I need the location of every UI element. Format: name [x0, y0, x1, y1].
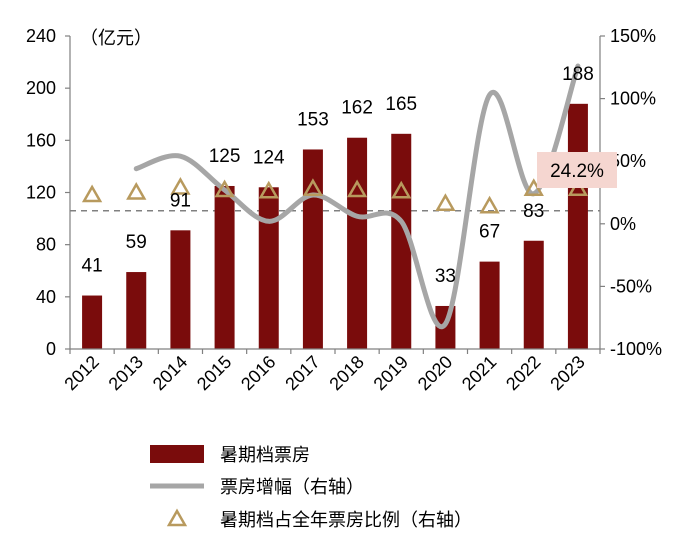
y-left-unit: （亿元） — [80, 28, 152, 49]
share-markers-group — [81, 176, 589, 214]
callout-box — [537, 152, 617, 188]
y-left-tick-label: 80 — [36, 235, 56, 255]
share-marker-2021 — [479, 195, 500, 214]
y-left-tick-label: 0 — [46, 339, 56, 359]
x-tick-label-2023: 2023 — [546, 352, 588, 394]
bar-2021 — [479, 261, 500, 349]
x-tick-label-2018: 2018 — [325, 352, 367, 394]
data-labels-group: 41 59 91 125 124 153 162 165 33 67 83 188 — [82, 64, 594, 287]
callout-label: 24.2% — [550, 161, 604, 182]
y-right-tick-label: 0% — [610, 214, 636, 234]
bar-2019 — [391, 133, 412, 349]
y-left-tick-label: 40 — [36, 287, 56, 307]
legend-swatch-box-office — [150, 445, 204, 463]
x-tick-label-2015: 2015 — [193, 352, 235, 394]
share-marker-2015 — [214, 179, 235, 198]
share-marker-2016 — [258, 180, 279, 199]
share-marker-2018 — [346, 179, 368, 198]
data-label-2016: 124 — [253, 147, 285, 168]
x-tick-label-2022: 2022 — [502, 352, 544, 394]
y-right-tick-label: -100% — [610, 339, 662, 359]
legend-swatch-share — [166, 508, 188, 527]
y-right-tick-label: 150% — [610, 26, 656, 46]
data-label-2015: 125 — [209, 146, 241, 167]
y-left-tick-label: 120 — [26, 183, 56, 203]
bar-2015 — [214, 185, 235, 349]
share-marker-2013 — [126, 181, 147, 200]
bar-2022 — [523, 240, 544, 349]
legend-label-growth: 票房增幅（右轴） — [220, 477, 364, 498]
x-tick-label-2012: 2012 — [60, 352, 102, 394]
y-left-tick-label: 160 — [26, 130, 56, 150]
bar-2012 — [82, 295, 103, 349]
bar-2018 — [347, 137, 368, 349]
data-label-2018: 162 — [341, 98, 373, 119]
x-tick-label-2021: 2021 — [458, 352, 500, 394]
data-label-2012: 41 — [82, 256, 103, 277]
bar-2017 — [302, 149, 323, 349]
x-tick-label-2020: 2020 — [414, 352, 456, 394]
share-marker-2017 — [302, 178, 324, 196]
bar-2013 — [126, 272, 147, 349]
data-label-2022: 83 — [523, 201, 544, 222]
x-tick-label-2019: 2019 — [370, 352, 412, 394]
legend-label-box-office: 暑期档票房 — [220, 445, 310, 466]
y-left-tick-label: 200 — [26, 78, 56, 98]
y-left-tick-label: 240 — [26, 26, 56, 46]
x-tick-label-2013: 2013 — [105, 352, 147, 394]
bar-2016 — [258, 187, 279, 349]
growth-line — [133, 63, 581, 330]
data-label-2023: 188 — [562, 64, 594, 85]
x-tick-label-2014: 2014 — [149, 352, 191, 394]
data-label-2020: 33 — [435, 266, 456, 287]
bar-2014 — [170, 230, 191, 349]
data-label-2017: 153 — [297, 109, 329, 130]
share-marker-2014 — [170, 176, 191, 195]
data-label-2014: 91 — [170, 190, 191, 211]
share-marker-2019 — [391, 180, 412, 199]
data-label-2013: 59 — [126, 232, 147, 253]
y-right-tick-label: -50% — [610, 276, 652, 296]
x-tick-label-2016: 2016 — [237, 352, 279, 394]
callout-group: 24.2% — [537, 152, 617, 188]
data-label-2019: 165 — [385, 94, 417, 115]
legend-label-share: 暑期档占全年票房比例（右轴） — [220, 510, 472, 531]
data-label-2021: 67 — [479, 222, 500, 243]
y-right-tick-label: 100% — [610, 89, 656, 109]
share-marker-2020 — [435, 193, 456, 212]
x-tick-label-2017: 2017 — [281, 352, 323, 394]
share-marker-2012 — [81, 184, 103, 203]
y-right-tick-label: 50% — [610, 151, 646, 171]
bar-2023 — [567, 103, 588, 349]
growth-line-group — [133, 63, 581, 330]
